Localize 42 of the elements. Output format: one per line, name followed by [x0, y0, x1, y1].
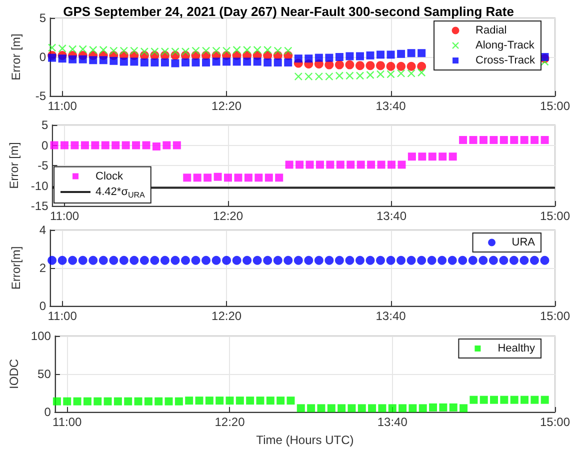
y-tick-label: -5 [35, 89, 46, 103]
x-axis-title: Time (Hours UTC) [256, 433, 354, 447]
y-axis-title: Error [m] [7, 142, 21, 189]
y-tick-label: 0 [42, 138, 49, 152]
y-tick-label: 4 [39, 223, 46, 237]
y-tick-label: 2 [39, 261, 46, 275]
legend-label: Clock [96, 170, 124, 182]
y-axis-title: IODC [7, 358, 21, 389]
x-tick-label: 11:00 [48, 309, 78, 323]
y-tick-label: 50 [38, 367, 52, 381]
x-tick-label: 13:40 [377, 415, 408, 429]
x-tick-label: 12:20 [212, 99, 242, 113]
x-tick-label: 12:20 [212, 309, 242, 323]
x-tick-label: 13:40 [376, 209, 407, 223]
legend-label: URA [512, 236, 536, 248]
legend-label: Along-Track [476, 40, 535, 52]
y-tick-label: -10 [30, 178, 49, 193]
x-tick-label: 11:00 [52, 415, 82, 429]
x-tick-label: 11:00 [50, 209, 80, 223]
x-tick-label: 15:00 [540, 209, 570, 223]
legend-label: Cross-Track [476, 54, 536, 66]
x-tick-label: 15:00 [540, 309, 570, 323]
x-tick-label: 11:00 [48, 99, 78, 113]
legend-label: Healthy [498, 342, 536, 354]
x-tick-label: 13:40 [376, 309, 406, 323]
y-tick-label: -15 [30, 199, 49, 213]
x-tick-label: 12:20 [214, 415, 246, 429]
x-tick-label: 15:00 [540, 415, 570, 429]
y-axis-title: Error[m] [9, 246, 23, 290]
y-tick-label: 0 [39, 299, 46, 313]
y-tick-label: 100 [30, 329, 52, 343]
x-tick-label: 13:40 [376, 99, 406, 113]
y-tick-label: 5 [42, 118, 49, 132]
legend-label: Radial [476, 24, 507, 36]
y-tick-label: 0 [44, 405, 52, 419]
y-tick-label: 0 [39, 50, 46, 64]
y-tick-label: 5 [39, 11, 46, 25]
y-axis-title: Error [m] [9, 34, 23, 80]
x-tick-label: 15:00 [540, 99, 570, 113]
y-tick-label: -5 [38, 158, 49, 172]
x-tick-label: 12:20 [212, 209, 244, 223]
chart-title: GPS September 24, 2021 (Day 267) Near-Fault 300-second Sampling Rate [63, 4, 514, 19]
